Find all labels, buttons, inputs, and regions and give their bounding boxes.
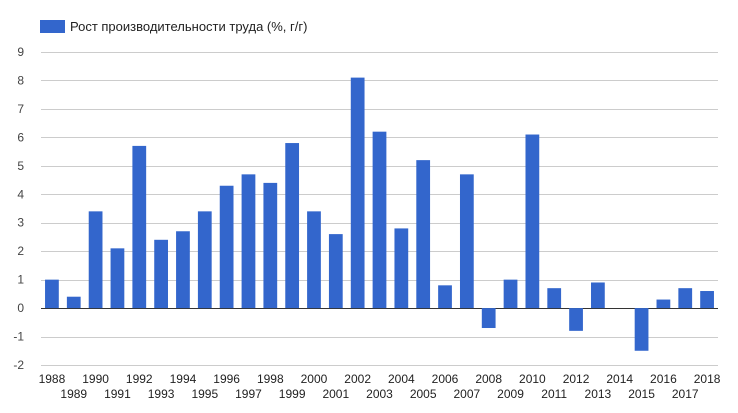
bar <box>110 248 125 309</box>
bar <box>328 234 343 309</box>
x-tick-label: 1991 <box>104 387 131 401</box>
x-tick-label: 1992 <box>126 372 153 386</box>
bar <box>634 308 649 351</box>
legend: Рост производительности труда (%, г/г) <box>40 19 307 34</box>
bar <box>88 211 103 309</box>
bar <box>525 134 540 309</box>
x-tick-label: 2015 <box>628 387 655 401</box>
bar <box>591 282 605 309</box>
bar <box>678 288 693 309</box>
x-tick-label: 2007 <box>453 387 480 401</box>
x-tick-label: 2010 <box>519 372 546 386</box>
bar <box>547 288 562 309</box>
x-axis: 1988198919901991199219931994199519961997… <box>39 372 721 401</box>
y-tick-label: 7 <box>17 102 24 116</box>
x-tick-label: 2004 <box>388 372 415 386</box>
y-tick-label: 8 <box>17 73 24 87</box>
y-tick-label: 9 <box>17 45 24 59</box>
y-tick-label: 5 <box>17 159 24 173</box>
x-tick-label: 2002 <box>344 372 371 386</box>
bar <box>241 174 256 309</box>
bar <box>700 291 714 309</box>
y-tick-label: 4 <box>17 187 24 201</box>
bar <box>66 296 81 309</box>
y-axis: -2 -1 0 1 2 3 4 5 6 7 8 9 <box>13 45 24 372</box>
y-tick-label: -2 <box>13 358 24 372</box>
x-tick-label: 2013 <box>585 387 612 401</box>
x-tick-label: 2018 <box>694 372 721 386</box>
x-tick-label: 1988 <box>39 372 66 386</box>
bar <box>285 143 300 309</box>
x-tick-label: 2003 <box>366 387 393 401</box>
x-tick-label: 1990 <box>82 372 109 386</box>
x-tick-label: 2016 <box>650 372 677 386</box>
x-tick-label: 2000 <box>301 372 328 386</box>
bar <box>263 182 278 309</box>
x-tick-label: 2008 <box>475 372 502 386</box>
x-tick-label: 1998 <box>257 372 284 386</box>
y-tick-label: 2 <box>17 244 24 258</box>
legend-label: Рост производительности труда (%, г/г) <box>70 19 307 34</box>
bar <box>459 174 474 309</box>
legend-swatch <box>40 20 65 33</box>
bar <box>416 160 431 309</box>
x-tick-label: 2001 <box>322 387 349 401</box>
bar <box>154 239 168 309</box>
y-tick-label: 3 <box>17 216 24 230</box>
x-tick-label: 2012 <box>563 372 590 386</box>
bar <box>372 131 387 309</box>
x-tick-label: 2009 <box>497 387 524 401</box>
y-tick-label: 1 <box>17 273 24 287</box>
x-tick-label: 2005 <box>410 387 437 401</box>
bar <box>197 211 212 309</box>
bar <box>438 285 452 309</box>
bar <box>656 299 671 309</box>
y-tick-label: 0 <box>17 301 24 315</box>
bar <box>481 308 496 329</box>
x-tick-label: 1993 <box>148 387 175 401</box>
bar <box>350 77 365 309</box>
x-tick-label: 1994 <box>170 372 197 386</box>
bar <box>219 185 234 309</box>
y-tick-label: 6 <box>17 130 24 144</box>
x-tick-label: 1996 <box>213 372 240 386</box>
x-tick-label: 2014 <box>606 372 633 386</box>
bar <box>394 228 409 309</box>
bar <box>569 308 583 331</box>
x-tick-label: 1989 <box>60 387 87 401</box>
bars <box>45 77 714 351</box>
bar <box>307 211 321 309</box>
x-tick-label: 2011 <box>541 387 567 401</box>
bar <box>132 145 147 309</box>
x-tick-label: 1999 <box>279 387 306 401</box>
x-tick-label: 2006 <box>432 372 459 386</box>
bar <box>503 279 518 309</box>
bar <box>45 279 59 309</box>
bar <box>176 231 190 309</box>
x-tick-label: 2017 <box>672 387 699 401</box>
x-tick-label: 1997 <box>235 387 262 401</box>
x-tick-label: 1995 <box>191 387 218 401</box>
y-tick-label: -1 <box>13 330 24 344</box>
